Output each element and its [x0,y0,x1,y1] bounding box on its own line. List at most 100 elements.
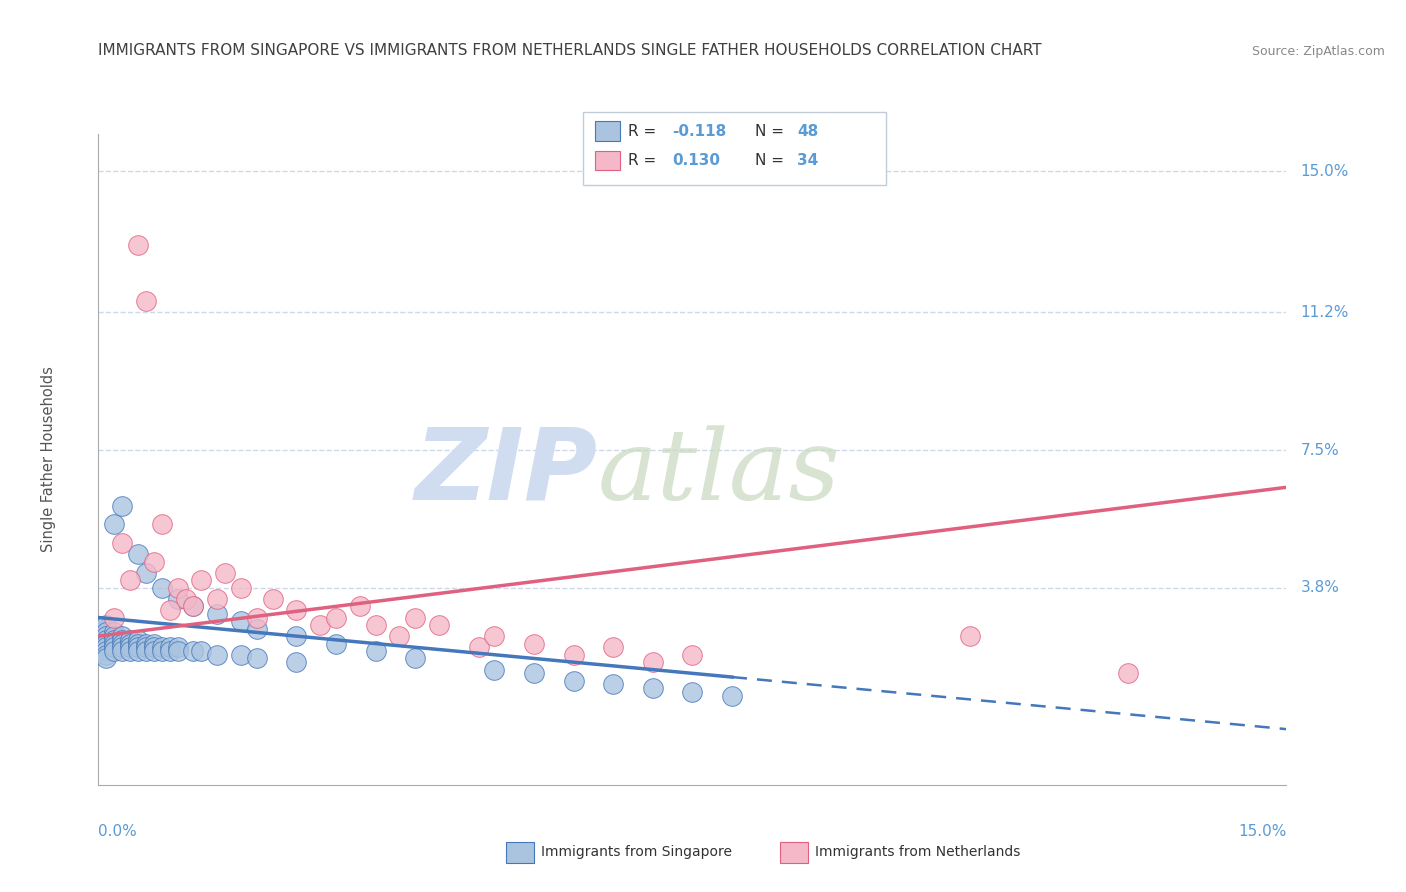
Point [229,648,252,662]
Text: -0.118: -0.118 [672,124,727,138]
Point [96,629,118,643]
Point [285,629,308,643]
Text: 0.0%: 0.0% [98,824,138,839]
Point [484,663,506,677]
Point [150,581,173,595]
Text: ZIP: ZIP [415,424,598,521]
Point [150,517,173,532]
Text: 34: 34 [797,153,818,168]
Point [142,644,165,658]
Point [166,581,188,595]
Point [96,625,118,640]
Point [349,599,371,614]
Point [142,640,165,655]
Point [127,547,149,561]
Point [111,499,134,513]
Point [229,614,252,628]
Point [135,566,157,580]
Point [103,625,125,640]
Point [96,622,118,636]
Text: Immigrants from Singapore: Immigrants from Singapore [541,845,733,859]
Point [641,681,664,696]
Point [111,536,134,550]
Point [325,636,347,650]
Text: 3.8%: 3.8% [1301,581,1340,595]
Point [523,666,546,681]
Point [246,622,269,636]
Point [135,640,157,655]
Point [229,581,252,595]
Point [135,636,157,650]
Text: Source: ZipAtlas.com: Source: ZipAtlas.com [1251,45,1385,58]
Point [111,636,134,650]
Point [641,655,664,669]
Point [103,636,125,650]
Point [562,648,585,662]
Text: 15.0%: 15.0% [1301,163,1350,178]
Point [246,610,269,624]
Point [96,618,118,632]
Point [103,629,125,643]
Text: R =: R = [628,153,662,168]
Point [262,591,284,606]
Point [467,640,489,655]
Point [111,629,134,643]
Point [142,555,165,569]
Point [111,644,134,658]
Point [135,644,157,658]
Text: Single Father Households: Single Father Households [41,367,56,552]
Point [1116,666,1139,681]
Point [103,517,125,532]
Point [364,618,387,632]
Point [166,640,188,655]
Point [205,607,228,621]
Text: IMMIGRANTS FROM SINGAPORE VS IMMIGRANTS FROM NETHERLANDS SINGLE FATHER HOUSEHOLD: IMMIGRANTS FROM SINGAPORE VS IMMIGRANTS … [98,43,1042,58]
Point [309,618,332,632]
Point [205,648,228,662]
Point [190,644,212,658]
Point [96,644,118,658]
Point [246,651,269,665]
Point [404,610,426,624]
Text: 48: 48 [797,124,818,138]
Point [681,648,703,662]
Point [721,689,744,703]
Text: R =: R = [628,124,662,138]
Point [214,566,236,580]
Point [120,574,142,588]
Text: 0.130: 0.130 [672,153,720,168]
Point [96,636,118,650]
Point [142,636,165,650]
Point [205,591,228,606]
Point [285,655,308,669]
Point [120,644,142,658]
Point [135,294,157,309]
Point [127,632,149,647]
Text: atlas: atlas [598,425,841,520]
Point [103,640,125,655]
Point [127,640,149,655]
Point [174,591,197,606]
Point [364,644,387,658]
Text: N =: N = [755,153,789,168]
Point [388,629,411,643]
Point [159,644,181,658]
Point [325,610,347,624]
Point [959,629,981,643]
Point [183,644,205,658]
Point [183,599,205,614]
Point [166,591,188,606]
Point [96,648,118,662]
Text: 11.2%: 11.2% [1301,305,1350,320]
Point [681,685,703,699]
Text: 7.5%: 7.5% [1301,442,1340,458]
Point [96,651,118,665]
Point [159,640,181,655]
Point [602,677,624,691]
Point [127,636,149,650]
Point [96,640,118,655]
Point [150,644,173,658]
Point [183,599,205,614]
Text: 15.0%: 15.0% [1239,824,1286,839]
Point [150,640,173,655]
